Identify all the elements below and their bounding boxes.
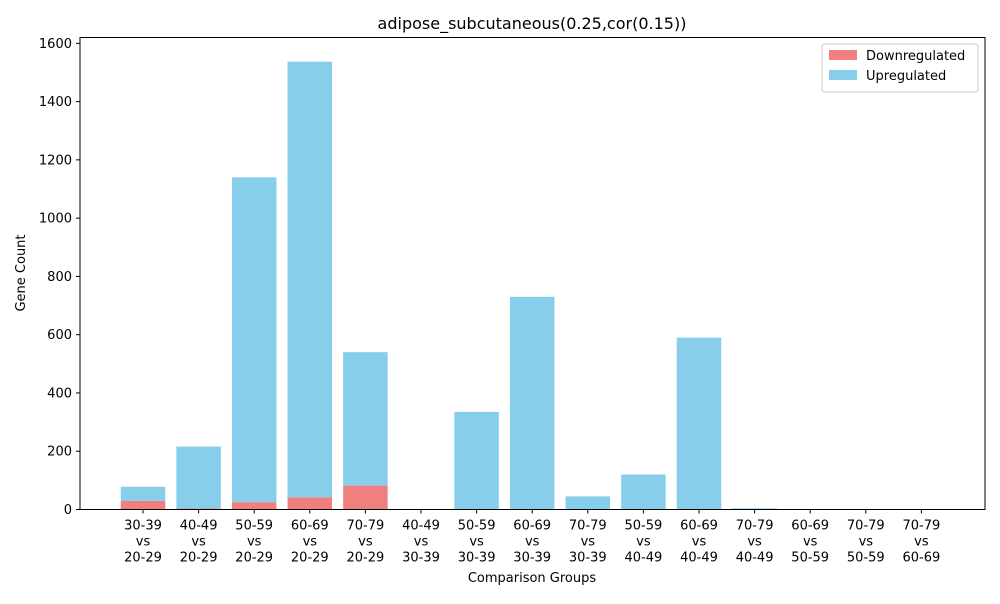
bar-upregulated-8 <box>565 496 611 510</box>
bar-downregulated-1 <box>176 508 221 510</box>
y-tick-label: 600 <box>47 328 72 343</box>
legend-swatch-downregulated <box>829 50 857 60</box>
bar-upregulated-9 <box>621 474 666 510</box>
y-tick-label: 800 <box>47 270 72 285</box>
y-tick-label: 1600 <box>39 37 72 52</box>
bars-group <box>120 61 777 510</box>
bar-upregulated-6 <box>454 411 499 510</box>
bar-upregulated-3 <box>287 61 333 498</box>
y-axis-label: Gene Count <box>14 234 29 311</box>
y-tick-label: 1000 <box>39 212 72 227</box>
legend-swatch-upregulated <box>829 70 857 80</box>
chart-title: adipose_subcutaneous(0.25,cor(0.15)) <box>378 14 687 34</box>
x-tick-label: 70-79 vs 20-29 <box>347 519 385 566</box>
x-tick-label: 70-79 vs 40-49 <box>736 519 774 566</box>
bar-downregulated-2 <box>231 502 277 510</box>
x-tick-label: 50-59 vs 30-39 <box>458 519 496 566</box>
y-tick-label: 0 <box>64 503 72 518</box>
legend-label-upregulated: Upregulated <box>866 69 946 84</box>
bar-downregulated-0 <box>120 500 166 510</box>
x-tick-label: 50-59 vs 20-29 <box>235 519 273 566</box>
y-tick-label: 1400 <box>39 95 72 110</box>
x-axis-label: Comparison Groups <box>468 571 597 586</box>
bar-upregulated-1 <box>176 446 221 509</box>
x-tick-label: 70-79 vs 30-39 <box>569 519 607 566</box>
legend: Downregulated Upregulated <box>821 43 979 93</box>
bar-upregulated-4 <box>343 352 388 486</box>
bar-upregulated-2 <box>231 177 277 503</box>
x-tick-label: 40-49 vs 20-29 <box>180 519 218 566</box>
x-tick-label: 60-69 vs 40-49 <box>680 519 718 566</box>
x-tick-label: 40-49 vs 30-39 <box>402 519 440 566</box>
x-tick-label: 60-69 vs 20-29 <box>291 519 329 566</box>
x-tick-label: 70-79 vs 50-59 <box>847 519 885 566</box>
x-tick-label: 60-69 vs 30-39 <box>513 519 551 566</box>
x-tick-label: 50-59 vs 40-49 <box>625 519 663 566</box>
x-tick-label: 30-39 vs 20-29 <box>124 519 162 566</box>
y-tick-label: 400 <box>47 386 72 401</box>
y-tick-label: 200 <box>47 445 72 460</box>
bar-upregulated-0 <box>120 486 166 501</box>
legend-box <box>821 43 979 93</box>
x-tick-label: 60-69 vs 50-59 <box>791 519 829 566</box>
y-tick-label: 1200 <box>39 153 72 168</box>
bar-upregulated-7 <box>509 296 555 510</box>
bar-downregulated-4 <box>343 485 388 510</box>
bar-upregulated-10 <box>676 337 722 510</box>
legend-label-downregulated: Downregulated <box>866 49 965 64</box>
bar-downregulated-3 <box>287 497 333 510</box>
bar-upregulated-11 <box>732 508 777 510</box>
y-axis: 0 200 400 600 800 1000 1200 1400 1600 <box>39 37 80 518</box>
plot-frame <box>79 37 986 510</box>
x-tick-label: 70-79 vs 60-69 <box>903 519 941 566</box>
x-axis: 30-39 vs 20-29 40-49 vs 20-29 50-59 vs 20-29 60-6… <box>124 509 941 566</box>
